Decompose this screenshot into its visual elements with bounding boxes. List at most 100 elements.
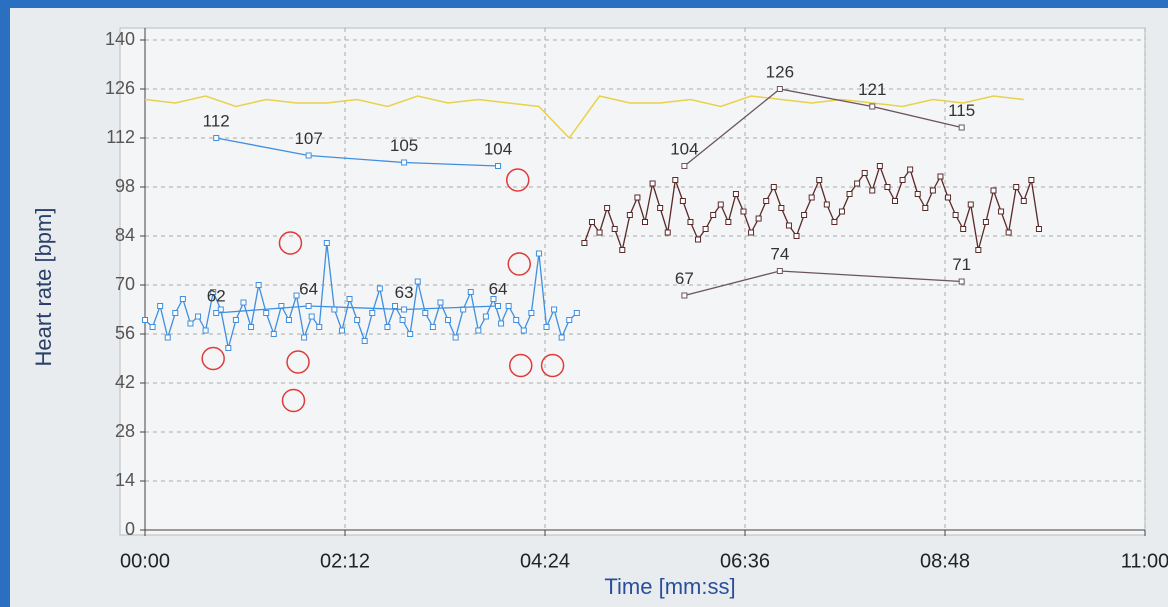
data-point <box>483 314 488 319</box>
data-point <box>377 286 382 291</box>
data-point <box>306 153 311 158</box>
data-point <box>400 318 405 323</box>
data-point <box>249 325 254 330</box>
data-label: 126 <box>766 62 794 81</box>
data-label: 64 <box>299 279 318 298</box>
data-point <box>453 335 458 340</box>
data-point <box>536 251 541 256</box>
data-point <box>839 209 844 214</box>
data-point <box>286 318 291 323</box>
y-tick-label: 70 <box>115 274 135 294</box>
data-point <box>306 304 311 309</box>
x-tick-label: 06:36 <box>720 550 770 572</box>
y-tick-label: 140 <box>105 29 135 49</box>
data-point <box>582 241 587 246</box>
data-point <box>771 185 776 190</box>
data-point <box>605 206 610 211</box>
data-point <box>893 199 898 204</box>
data-point <box>496 304 501 309</box>
data-point <box>777 269 782 274</box>
data-point <box>959 279 964 284</box>
data-point <box>900 178 905 183</box>
data-point <box>983 220 988 225</box>
y-tick-label: 28 <box>115 421 135 441</box>
data-label: 121 <box>858 80 886 99</box>
data-point <box>756 216 761 221</box>
data-point <box>786 223 791 228</box>
data-label: 64 <box>489 279 508 298</box>
data-point <box>643 220 648 225</box>
data-label: 104 <box>484 139 512 158</box>
data-point <box>559 335 564 340</box>
data-point <box>476 328 481 333</box>
data-point <box>968 202 973 207</box>
data-point <box>673 178 678 183</box>
data-point <box>885 185 890 190</box>
data-point <box>506 304 511 309</box>
data-point <box>680 199 685 204</box>
data-point <box>620 248 625 253</box>
data-point <box>870 188 875 193</box>
data-point <box>923 206 928 211</box>
data-point <box>499 321 504 326</box>
data-label: 115 <box>948 101 975 120</box>
data-point <box>332 307 337 312</box>
data-point <box>953 213 958 218</box>
data-point <box>362 339 367 344</box>
data-point <box>158 304 163 309</box>
data-point <box>733 192 738 197</box>
data-point <box>946 195 951 200</box>
x-axis-label: Time [mm:ss] <box>604 574 735 599</box>
data-point <box>1006 230 1011 235</box>
data-label: 74 <box>770 244 789 263</box>
y-tick-label: 42 <box>115 372 135 392</box>
data-point <box>203 328 208 333</box>
data-point <box>688 220 693 225</box>
data-label: 112 <box>203 111 230 130</box>
data-point <box>703 227 708 232</box>
y-tick-label: 98 <box>115 176 135 196</box>
data-point <box>976 248 981 253</box>
data-label: 107 <box>294 129 322 148</box>
data-point <box>423 311 428 316</box>
chart: Heart rate [bpm] Time [mm:ss] 0142842567… <box>0 0 1168 607</box>
data-point <box>521 328 526 333</box>
data-point <box>408 332 413 337</box>
data-point <box>165 335 170 340</box>
data-point <box>385 325 390 330</box>
data-point <box>999 209 1004 214</box>
data-point <box>959 125 964 130</box>
data-point <box>915 192 920 197</box>
data-label: 67 <box>675 269 694 288</box>
data-point <box>339 328 344 333</box>
data-point <box>991 188 996 193</box>
data-point <box>658 206 663 211</box>
data-point <box>567 318 572 323</box>
data-point <box>682 164 687 169</box>
data-point <box>355 318 360 323</box>
data-point <box>574 311 579 316</box>
data-point <box>832 220 837 225</box>
data-point <box>143 318 148 323</box>
data-point <box>764 199 769 204</box>
data-label: 63 <box>395 283 414 302</box>
data-point <box>1021 199 1026 204</box>
y-tick-label: 14 <box>115 470 135 490</box>
data-point <box>271 332 276 337</box>
data-point <box>430 325 435 330</box>
x-tick-label: 11:00 <box>1121 550 1168 572</box>
data-point <box>817 178 822 183</box>
data-point <box>1036 227 1041 232</box>
data-point <box>150 325 155 330</box>
data-point <box>809 195 814 200</box>
data-point <box>264 311 269 316</box>
y-tick-label: 126 <box>105 78 135 98</box>
data-point <box>173 311 178 316</box>
data-point <box>214 136 219 141</box>
data-point <box>711 213 716 218</box>
data-point <box>196 314 201 319</box>
data-label: 71 <box>952 255 971 274</box>
data-point <box>696 237 701 242</box>
data-point <box>256 283 261 288</box>
y-tick-label: 0 <box>125 519 135 539</box>
